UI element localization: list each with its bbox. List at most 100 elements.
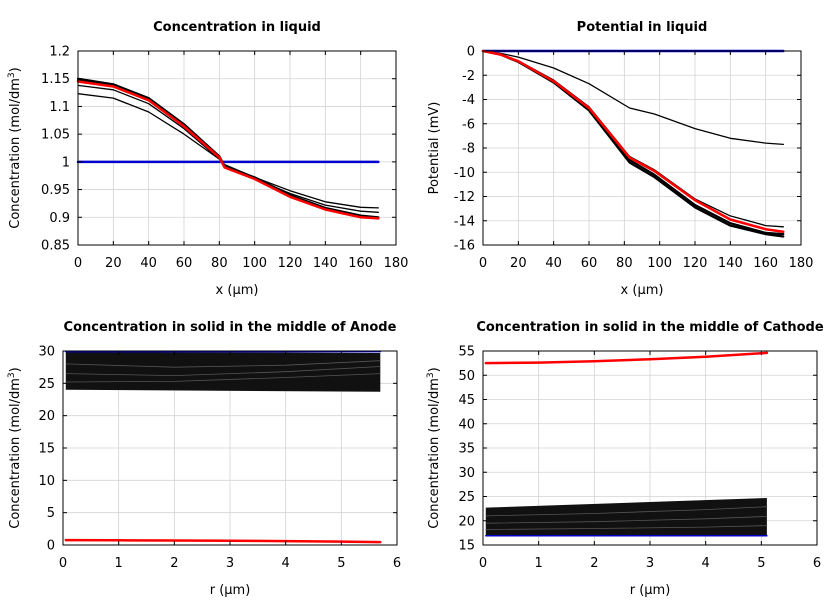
x-tick-label: 120 <box>278 256 303 271</box>
x-tick-label: 120 <box>683 256 708 271</box>
x-tick-label: 40 <box>140 256 157 271</box>
y-tick-label: -2 <box>462 69 475 84</box>
x-tick-label: 160 <box>348 256 373 271</box>
plot-frame <box>77 50 397 246</box>
y-axis-label-main: Concentration (mol/dm <box>427 378 442 529</box>
x-axis-label: r (µm) <box>210 583 251 598</box>
y-tick-label: 0 <box>47 539 55 554</box>
x-tick-label: 3 <box>226 556 234 571</box>
y-axis-label: Concentration (mol/dm3) <box>7 67 23 229</box>
y-tick-label: 15 <box>458 539 475 554</box>
y-axis-label: Concentration (mol/dm3) <box>426 367 442 529</box>
x-tick-label: 80 <box>211 256 228 271</box>
x-tick-label: 140 <box>718 256 743 271</box>
chart-title: Potential in liquid <box>577 20 708 35</box>
y-tick-label: -4 <box>462 93 475 108</box>
x-tick-label: 0 <box>74 256 82 271</box>
y-axis-label-sup: 3 <box>7 72 17 78</box>
x-tick-label: 20 <box>105 256 122 271</box>
x-tick-label: 60 <box>176 256 193 271</box>
panel-pot-liquid: 0 20 40 60 80 100 120 140 160 180 -16 -14 -12 -10 -8 -6… <box>427 20 813 298</box>
series-line-t2 <box>77 84 379 213</box>
x-tick-label: 180 <box>789 256 814 271</box>
x-tick-label: 0 <box>479 556 487 571</box>
x-tick-label: 4 <box>282 556 290 571</box>
y-tick-label: 1.15 <box>41 72 70 87</box>
y-tick-label: 35 <box>458 442 475 457</box>
panel-conc-solid-anode: 0 1 2 3 4 5 6 0 5 10 15 20 25 30 Concentration in soli… <box>7 320 401 598</box>
y-axis-label: Concentration (mol/dm3) <box>7 367 23 529</box>
x-tick-label: 140 <box>313 256 338 271</box>
chart-title: Concentration in solid in the middle of … <box>64 320 397 335</box>
y-tick-label: 50 <box>458 369 475 384</box>
series-line-t3 <box>76 77 380 219</box>
x-axis-label: x (µm) <box>621 283 664 298</box>
y-tick-label: 30 <box>38 345 55 360</box>
y-tick-label: -6 <box>462 117 475 132</box>
series-line-t1 <box>482 50 784 146</box>
y-tick-label: 1.2 <box>49 45 70 60</box>
series-line-inner3 <box>485 525 768 530</box>
x-tick-label: 5 <box>337 556 345 571</box>
y-tick-label: -12 <box>454 190 475 205</box>
series-line-tend <box>64 538 382 544</box>
x-tick-label: 80 <box>616 256 633 271</box>
x-tick-label: 100 <box>242 256 267 271</box>
y-axis-label-main: Concentration (mol/dm <box>8 78 23 229</box>
x-tick-label: 20 <box>510 256 527 271</box>
x-axis-label: r (µm) <box>630 583 671 598</box>
x-axis-label: x (µm) <box>216 283 259 298</box>
y-tick-label: 0.85 <box>41 239 70 254</box>
x-tick-label: 2 <box>590 556 598 571</box>
y-tick-label: 45 <box>458 393 475 408</box>
y-tick-label: 10 <box>38 474 55 489</box>
x-tick-label: 100 <box>647 256 672 271</box>
y-axis-label: Potential (mV) <box>427 102 442 195</box>
series-line-t4 <box>76 79 380 219</box>
dense-curve-band <box>65 351 381 392</box>
series-line-tend <box>484 351 769 365</box>
y-tick-label: 1.1 <box>49 100 70 115</box>
y-tick-label: 0 <box>467 45 475 60</box>
series-line-tend <box>76 80 380 220</box>
dense-curve-band <box>485 497 767 536</box>
y-axis-label-end: ) <box>8 367 23 372</box>
y-axis-label-end: ) <box>427 367 442 372</box>
y-tick-label: 0.95 <box>41 183 70 198</box>
series-line-inner2 <box>485 516 768 524</box>
y-tick-label: 15 <box>38 442 55 457</box>
y-tick-label: 0.9 <box>49 211 70 226</box>
series-line-inner2 <box>65 366 381 376</box>
y-axis-label-main: Concentration (mol/dm <box>8 378 23 529</box>
y-tick-label: -14 <box>454 214 475 229</box>
y-axis-label-sup: 3 <box>426 372 436 378</box>
y-tick-label: 1.05 <box>41 128 70 143</box>
panel-conc-liquid: 0 20 40 60 80 100 120 140 160 180 0.85 0.9 0.95 1 1.05… <box>7 20 408 298</box>
x-tick-label: 0 <box>479 256 487 271</box>
y-tick-label: 20 <box>458 514 475 529</box>
y-axis-label-end: ) <box>8 67 23 72</box>
x-tick-label: 6 <box>393 556 401 571</box>
y-tick-label: 25 <box>38 377 55 392</box>
series-line-inner1 <box>65 360 381 368</box>
x-tick-label: 40 <box>545 256 562 271</box>
y-tick-label: 55 <box>458 345 475 360</box>
x-tick-label: 3 <box>646 556 654 571</box>
y-tick-label: 5 <box>47 506 55 521</box>
x-tick-label: 1 <box>115 556 123 571</box>
chart-title: Concentration in liquid <box>153 20 321 35</box>
x-tick-label: 60 <box>581 256 598 271</box>
series-line-inner3 <box>65 373 381 383</box>
x-tick-label: 5 <box>757 556 765 571</box>
y-tick-label: -16 <box>454 239 475 254</box>
series-line-t4 <box>481 49 785 236</box>
series-line-inner1 <box>485 506 768 517</box>
y-tick-label: -10 <box>454 166 475 181</box>
series-line-t3 <box>481 49 785 238</box>
x-tick-label: 160 <box>753 256 778 271</box>
y-axis-label-sup: 3 <box>7 372 17 378</box>
x-tick-label: 4 <box>702 556 710 571</box>
x-tick-label: 180 <box>384 256 409 271</box>
